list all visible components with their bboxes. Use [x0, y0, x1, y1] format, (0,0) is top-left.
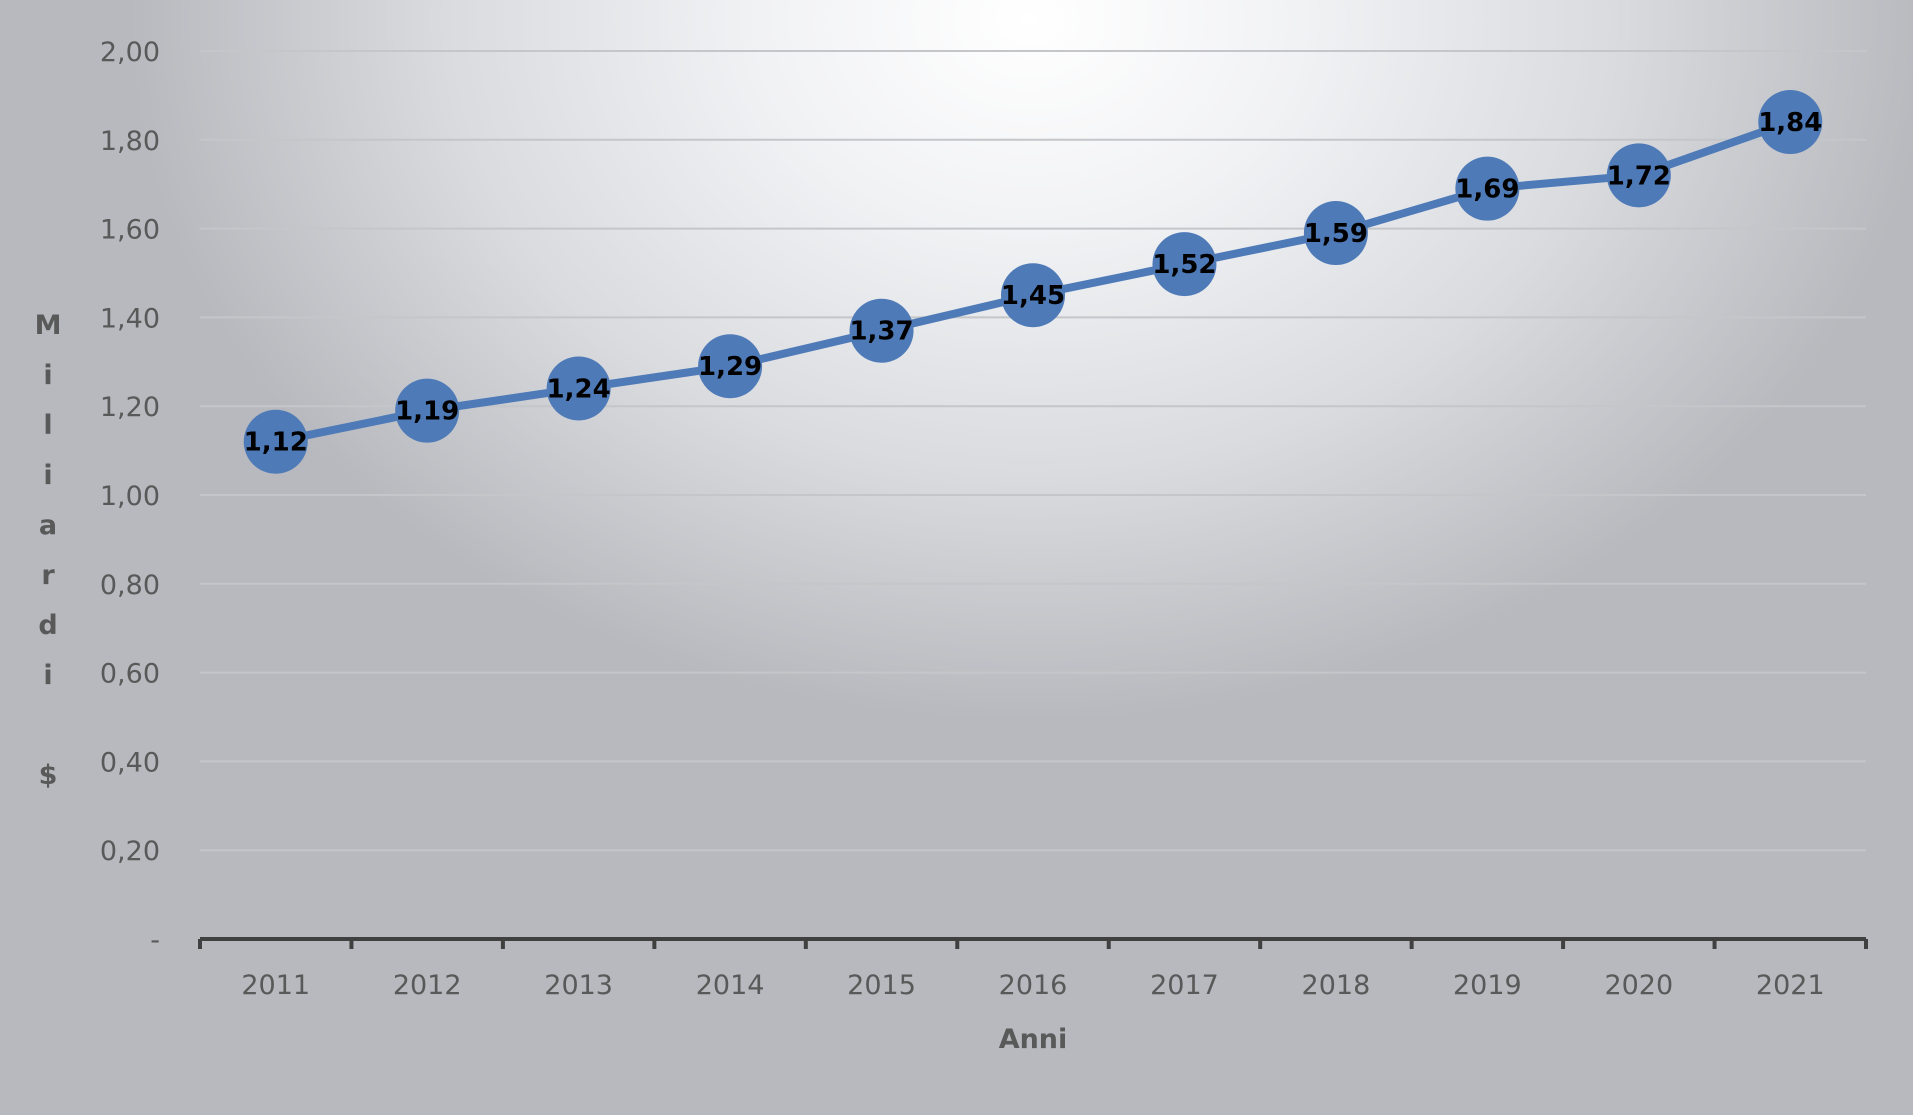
- y-tick-label: 0,20: [100, 836, 160, 867]
- y-tick-label: 1,60: [100, 215, 160, 246]
- x-tick-label: 2014: [696, 970, 765, 1001]
- data-point-marker: [243, 409, 308, 474]
- x-axis-title: Anni: [999, 1024, 1068, 1055]
- x-tick-label: 2019: [1453, 970, 1522, 1001]
- data-markers: [243, 90, 1823, 474]
- y-tick-label: 0,60: [100, 659, 160, 690]
- y-axis-title-letter: r: [41, 560, 55, 591]
- data-label: 1,19: [395, 397, 459, 427]
- y-tick-label: 2,00: [100, 37, 160, 68]
- data-label: 1,37: [849, 317, 913, 347]
- x-axis-tick-labels: 2011 2012 2013 2014 2015 2016 2017 2018 2019 2020…: [241, 970, 1824, 1001]
- data-label: 1,72: [1607, 161, 1671, 191]
- data-labels: 1,12 1,19 1,24 1,29 1,37 1,45 1,52 1,59 1,69 1,72…: [244, 108, 1823, 458]
- y-axis-title-letter: i: [43, 360, 52, 391]
- x-tick-label: 2013: [544, 970, 613, 1001]
- y-axis-title-letter: M: [35, 310, 62, 341]
- x-axis: [198, 937, 1868, 949]
- data-label: 1,59: [1304, 219, 1368, 249]
- y-axis-tick-labels: - 0,20 0,40 0,60 0,80 1,00 1,20 1,40 1,60 1,80 2,0…: [100, 37, 160, 956]
- data-point-marker: [546, 356, 611, 421]
- data-label: 1,24: [547, 374, 611, 404]
- y-tick-label: 1,20: [100, 392, 160, 423]
- y-axis-title-letter: d: [38, 610, 57, 641]
- x-tick-label: 2015: [847, 970, 916, 1001]
- x-tick-label: 2011: [241, 970, 310, 1001]
- data-point-marker: [698, 334, 763, 399]
- y-tick-label: -: [150, 925, 160, 956]
- x-tick-label: 2020: [1604, 970, 1673, 1001]
- data-label: 1,29: [698, 352, 762, 382]
- data-point-marker: [849, 298, 914, 363]
- data-point-marker: [1455, 156, 1520, 221]
- data-point-marker: [1152, 232, 1217, 297]
- data-point-marker: [1303, 201, 1368, 266]
- y-axis-title-letter: l: [43, 410, 52, 441]
- y-axis-title-letter: i: [43, 460, 52, 491]
- x-tick-label: 2012: [393, 970, 462, 1001]
- data-point-marker: [395, 378, 460, 443]
- y-axis-title-letter: i: [43, 660, 52, 691]
- x-tick-label: 2018: [1302, 970, 1371, 1001]
- y-axis-title-letter: $: [39, 760, 58, 791]
- data-point-marker: [1606, 143, 1671, 208]
- y-axis-title-letter: a: [39, 510, 57, 541]
- data-label: 1,52: [1152, 250, 1216, 280]
- data-point-marker: [1001, 263, 1065, 328]
- data-label: 1,45: [1001, 281, 1065, 311]
- data-label: 1,69: [1455, 175, 1519, 205]
- y-tick-label: 1,00: [100, 481, 160, 512]
- x-tick-label: 2016: [999, 970, 1068, 1001]
- x-tick-label: 2017: [1150, 970, 1219, 1001]
- y-tick-label: 1,80: [100, 126, 160, 157]
- y-tick-label: 1,40: [100, 303, 160, 334]
- data-label: 1,84: [1758, 108, 1822, 138]
- y-tick-label: 0,80: [100, 570, 160, 601]
- y-tick-label: 0,40: [100, 747, 160, 778]
- data-label: 1,12: [244, 428, 308, 458]
- x-tick-label: 2021: [1756, 970, 1825, 1001]
- data-point-marker: [1758, 90, 1823, 155]
